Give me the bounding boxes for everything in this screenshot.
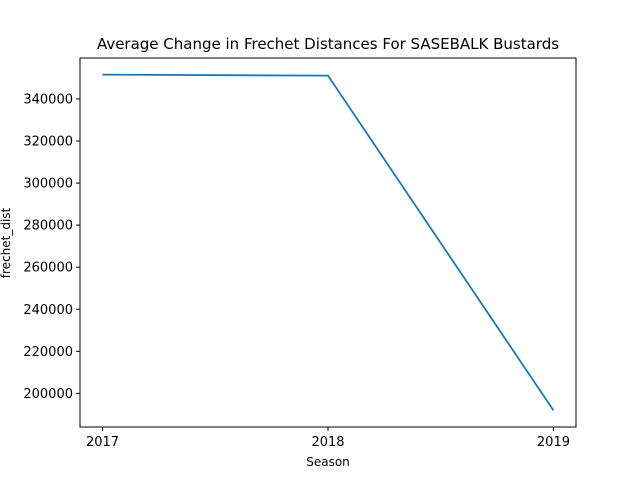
y-axis: 200000 220000 240000 260000 280000 300000 3200… bbox=[23, 93, 80, 402]
x-axis-title: Season bbox=[306, 455, 350, 469]
series-line bbox=[102, 73, 555, 411]
y-tick-label: 200000 bbox=[23, 387, 73, 402]
x-axis: 2017 2018 2019 bbox=[86, 427, 570, 450]
y-tick-label: 260000 bbox=[23, 261, 73, 276]
y-axis-title: frechet_dist bbox=[0, 207, 13, 278]
x-tick-label: 2018 bbox=[311, 435, 344, 450]
y-tick-label: 340000 bbox=[23, 93, 73, 108]
y-tick-label: 300000 bbox=[23, 177, 73, 192]
x-tick-label: 2017 bbox=[86, 435, 119, 450]
y-tick-label: 240000 bbox=[23, 303, 73, 318]
y-tick-label: 220000 bbox=[23, 345, 73, 360]
chart-title: Average Change in Frechet Distances For … bbox=[97, 35, 559, 53]
y-tick-label: 320000 bbox=[23, 135, 73, 150]
x-tick-label: 2019 bbox=[537, 435, 570, 450]
series-layer bbox=[102, 73, 555, 411]
y-tick-label: 280000 bbox=[23, 219, 73, 234]
